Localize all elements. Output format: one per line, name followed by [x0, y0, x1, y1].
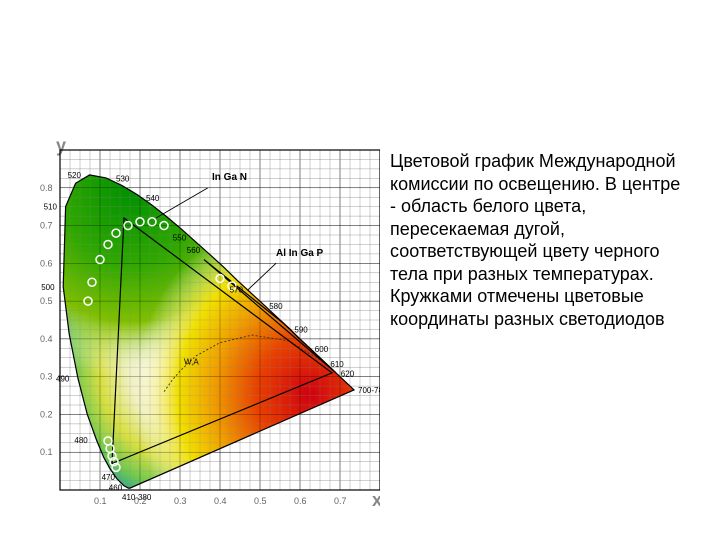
y-tick: 0.4 — [40, 334, 53, 344]
y-tick: 0.2 — [40, 409, 53, 419]
wavelength-label: 580 — [269, 302, 283, 311]
y-axis-label: y — [56, 136, 66, 156]
x-axis-label: x — [372, 490, 380, 510]
wavelength-label: 490 — [56, 375, 70, 384]
wavelength-label: 570 — [230, 286, 244, 295]
x-tick: 0.2 — [134, 496, 147, 506]
x-tick: 0.6 — [294, 496, 307, 506]
wavelength-label: 460 — [109, 484, 123, 493]
y-tick: 0.3 — [40, 372, 53, 382]
white-point-label: W,A — [184, 358, 199, 367]
wavelength-label: 510 — [44, 203, 58, 212]
x-tick: 0.3 — [174, 496, 187, 506]
wavelength-label: 590 — [294, 325, 308, 334]
wavelength-label: 520 — [68, 171, 82, 180]
wavelength-label: 620 — [341, 370, 355, 379]
wavelength-label: 540 — [146, 194, 160, 203]
wavelength-label: 480 — [74, 436, 88, 445]
wavelength-label: 550 — [173, 234, 187, 243]
y-tick: 0.5 — [40, 296, 53, 306]
wavelength-label: 600 — [315, 345, 329, 354]
x-tick: 0.1 — [94, 496, 107, 506]
y-tick: 0.6 — [40, 258, 53, 268]
cie-chromaticity-chart: In Ga N Al In Ga P 460 470 480 490 500 510 520 53… — [0, 0, 380, 540]
description-text: Цветовой график Международной комиссии п… — [390, 150, 690, 330]
x-tick: 0.7 — [334, 496, 347, 506]
y-tick: 0.7 — [40, 221, 53, 231]
wavelength-label: 560 — [187, 246, 201, 255]
y-tick: 0.1 — [40, 447, 53, 457]
label-ingan: In Ga N — [212, 172, 247, 183]
wavelength-label: 530 — [116, 175, 130, 184]
label-alingap: Al In Ga P — [276, 248, 324, 259]
wavelength-label: 470 — [102, 473, 116, 482]
x-tick: 0.4 — [214, 496, 227, 506]
y-tick: 0.8 — [40, 183, 53, 193]
wavelength-label: 610 — [330, 360, 344, 369]
description-panel: Цветовой график Международной комиссии п… — [380, 0, 720, 540]
wavelength-label: 500 — [41, 283, 55, 292]
wavelength-label: 700-780 — [358, 386, 380, 395]
x-tick: 0.5 — [254, 496, 267, 506]
